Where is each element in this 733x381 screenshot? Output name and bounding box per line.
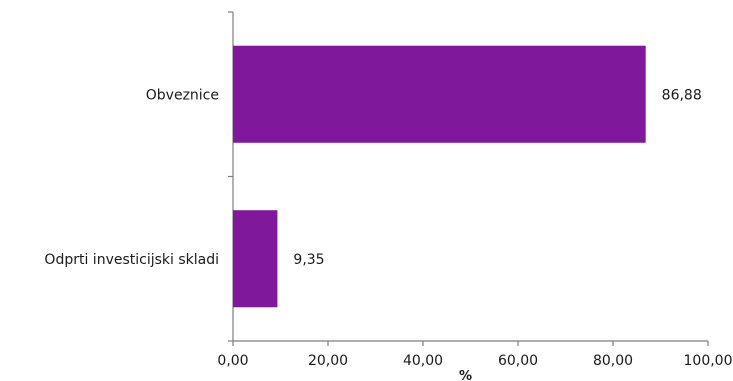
x-tick-label: 60,00	[498, 353, 538, 369]
x-tick-label: 80,00	[593, 353, 633, 369]
category-label: Obveznice	[146, 87, 219, 103]
x-tick-label: 20,00	[308, 353, 348, 369]
data-label: 86,88	[662, 87, 702, 103]
x-tick-label: 40,00	[403, 353, 443, 369]
bar	[233, 210, 278, 308]
data-label: 9,35	[293, 252, 324, 268]
chart-labels: 0,00 20,00 40,00 60,00 80,00 100,00 Obveznice 8…	[44, 87, 732, 369]
x-tick-label: 0,00	[217, 353, 248, 369]
bar	[233, 45, 646, 143]
x-axis-title: %	[459, 369, 472, 381]
category-label: Odprti investicijski skladi	[44, 252, 219, 268]
x-tick-label: 100,00	[684, 353, 733, 369]
chart-bars	[233, 45, 646, 308]
